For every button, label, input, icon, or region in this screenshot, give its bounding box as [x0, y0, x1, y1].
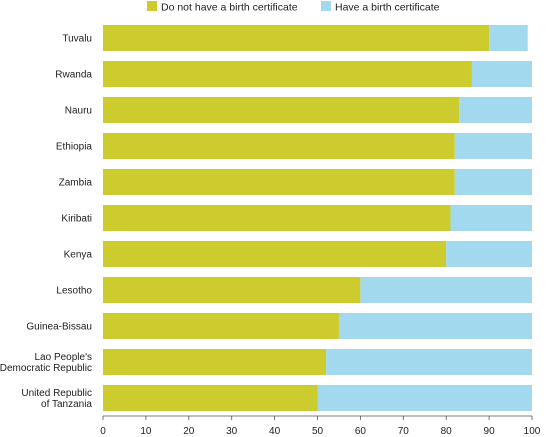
- x-axis: 0 10 20 30 40 50 60 70 80 90 100: [100, 415, 541, 437]
- bar-united-republic-of-tanzania-have-a-birth-certificate: [317, 385, 532, 411]
- bar-lao-people-s-democratic-republic-do-not-have-a-birth-certificate: [103, 349, 327, 375]
- category-label-lao-people-s-democratic-republic: Lao People's Democratic Republic: [0, 352, 92, 374]
- bar-lesotho-have-a-birth-certificate: [360, 277, 532, 303]
- bar-ethiopia-do-not-have-a-birth-certificate: [103, 133, 455, 159]
- bar-guinea-bissau-have-a-birth-certificate: [338, 313, 532, 339]
- bar-nauru-have-a-birth-certificate: [459, 97, 532, 123]
- bar-kenya-do-not-have-a-birth-certificate: [103, 241, 447, 267]
- bar-zambia-have-a-birth-certificate: [454, 169, 532, 195]
- bar-tuvalu-have-a-birth-certificate: [489, 25, 528, 51]
- category-label-guinea-bissau: Guinea-Bissau: [26, 322, 92, 333]
- x-tick-label-40: 40: [269, 426, 281, 437]
- x-tick-label-20: 20: [183, 426, 195, 437]
- category-label-nauru: Nauru: [65, 106, 92, 117]
- x-tick-label-60: 60: [355, 426, 367, 437]
- x-tick-label-10: 10: [140, 426, 152, 437]
- bar-tuvalu-do-not-have-a-birth-certificate: [103, 25, 490, 51]
- x-tick-label-0: 0: [100, 426, 106, 437]
- legend-swatch-do-not-have-a-birth-certificate: [147, 1, 157, 11]
- x-tick-label-100: 100: [524, 426, 541, 437]
- bar-lao-people-s-democratic-republic-have-a-birth-certificate: [326, 349, 532, 375]
- bar-nauru-do-not-have-a-birth-certificate: [103, 97, 460, 123]
- bar-united-republic-of-tanzania-do-not-have-a-birth-certificate: [103, 385, 318, 411]
- x-tick-label-80: 80: [441, 426, 453, 437]
- x-tick-label-90: 90: [484, 426, 496, 437]
- bar-zambia-do-not-have-a-birth-certificate: [103, 169, 455, 195]
- category-label-zambia: Zambia: [59, 178, 93, 189]
- category-label-kiribati: Kiribati: [61, 214, 92, 225]
- category-label-ethiopia: Ethiopia: [56, 142, 93, 153]
- legend: Do not have a birth certificate Have a bi…: [147, 1, 440, 14]
- category-label-lesotho: Lesotho: [56, 286, 92, 297]
- category-labels: Tuvalu Rwanda Nauru Ethiopia Zambia Kiribati K…: [0, 34, 92, 411]
- bar-rwanda-have-a-birth-certificate: [471, 61, 532, 87]
- bars: [103, 25, 532, 411]
- category-label-rwanda: Rwanda: [55, 70, 92, 81]
- x-tick-label-30: 30: [226, 426, 238, 437]
- legend-label-do-not-have-a-birth-certificate: Do not have a birth certificate: [161, 2, 298, 14]
- bar-kenya-have-a-birth-certificate: [446, 241, 532, 267]
- category-label-tuvalu: Tuvalu: [62, 34, 92, 45]
- bar-kiribati-have-a-birth-certificate: [450, 205, 532, 231]
- category-label-kenya: Kenya: [64, 250, 93, 261]
- legend-swatch-have-a-birth-certificate: [321, 1, 331, 11]
- x-tick-label-50: 50: [312, 426, 324, 437]
- x-tick-label-70: 70: [398, 426, 410, 437]
- legend-label-have-a-birth-certificate: Have a birth certificate: [335, 2, 440, 14]
- bar-rwanda-do-not-have-a-birth-certificate: [103, 61, 472, 87]
- bar-guinea-bissau-do-not-have-a-birth-certificate: [103, 313, 339, 339]
- category-label-united-republic-of-tanzania: United Republic of Tanzania: [21, 388, 92, 410]
- bar-ethiopia-have-a-birth-certificate: [454, 133, 532, 159]
- bar-kiribati-do-not-have-a-birth-certificate: [103, 205, 451, 231]
- bar-lesotho-do-not-have-a-birth-certificate: [103, 277, 361, 303]
